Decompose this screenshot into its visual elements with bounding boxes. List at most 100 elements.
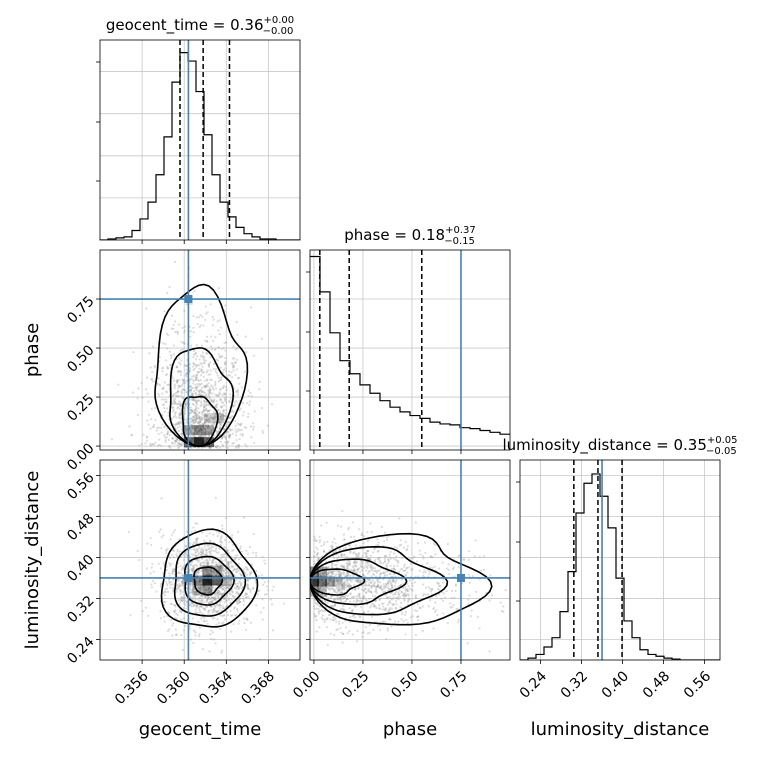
scatter-point [165,332,169,335]
scatter-point [405,590,408,593]
density-block [316,586,327,597]
contour-line [173,542,247,617]
scatter-point [367,558,371,561]
scatter-point [404,585,407,589]
scatter-point [234,348,238,351]
scatter-point [532,623,534,625]
scatter-point [367,584,371,587]
scatter-point [209,361,212,364]
scatter-point [177,446,180,450]
scatter-point [246,586,249,589]
scatter-point [326,586,329,589]
scatter-point [193,389,196,393]
scatter-point [426,562,429,565]
scatter-point [240,422,243,425]
scatter-point [160,431,163,434]
scatter-point [149,444,152,447]
axes-frame [309,459,511,661]
scatter-point [208,546,211,549]
scatter-point [170,327,173,330]
scatter-point [203,386,206,389]
scatter-point [195,563,198,566]
scatter-point [216,565,219,568]
scatter-point [203,564,206,567]
scatter-point [392,573,396,576]
scatter-point [207,426,211,429]
scatter-point [343,538,346,541]
scatter-point [372,551,375,554]
scatter-point [222,368,225,371]
scatter-point [174,603,177,607]
scatter-point [326,566,329,569]
scatter-point [364,564,367,567]
scatter-point [235,320,238,324]
scatter-point [313,537,317,540]
scatter-point [434,601,437,604]
scatter-point [317,587,321,590]
scatter-point [224,398,227,401]
scatter-point [172,570,175,573]
scatter-point [366,562,369,565]
scatter-point [168,628,171,631]
scatter-point [175,395,178,398]
scatter-point [442,578,445,581]
scatter-point [325,618,328,621]
scatter-point [210,399,213,402]
scatter-point [332,551,335,554]
scatter-point [390,584,394,587]
scatter-point [216,444,219,448]
scatter-point [414,594,417,597]
scatter-point [197,407,200,410]
scatter-point [217,597,220,600]
scatter-point [194,412,197,415]
scatter-point [338,570,341,573]
scatter-point [214,642,217,645]
scatter-point [182,578,185,581]
scatter-point [227,560,230,564]
scatter-point [165,391,168,394]
scatter-point [188,389,192,392]
scatter-point [223,427,226,431]
scatter-point [195,385,199,389]
scatter-point [209,633,212,636]
scatter-point [238,579,241,583]
scatter-point [211,385,214,388]
scatter-point [149,537,152,540]
truth-marker [184,573,193,582]
scatter-point [166,614,169,618]
scatter-point [328,575,332,578]
scatter-point [365,569,368,572]
scatter-point [225,605,228,609]
scatter-point [353,568,357,571]
scatter-point [245,617,248,620]
scatter-point [341,586,344,589]
scatter-point [216,534,219,538]
scatter-point [194,634,197,637]
scatter-point [414,633,418,637]
scatter-point [402,586,405,590]
scatter-point [348,586,352,589]
scatter-point [209,378,212,381]
scatter-point [196,431,199,434]
scatter-point [200,363,203,366]
scatter-point [223,545,226,549]
scatter-point [184,551,187,554]
scatter-point [207,597,210,600]
scatter-point [199,434,202,438]
scatter-point [229,593,232,596]
scatter-point [390,592,393,595]
scatter-point [235,579,238,582]
scatter-point [198,578,202,581]
scatter-point [222,621,225,624]
scatter-point [196,570,199,574]
scatter-point [206,559,209,562]
scatter-point [172,327,175,330]
scatter-point [165,359,168,362]
scatter-point [192,415,195,418]
scatter-point [200,605,203,609]
scatter-point [214,446,218,449]
scatter-point [227,421,231,424]
scatter-point [338,620,341,623]
scatter-point [408,587,411,590]
scatter-point [353,564,356,567]
